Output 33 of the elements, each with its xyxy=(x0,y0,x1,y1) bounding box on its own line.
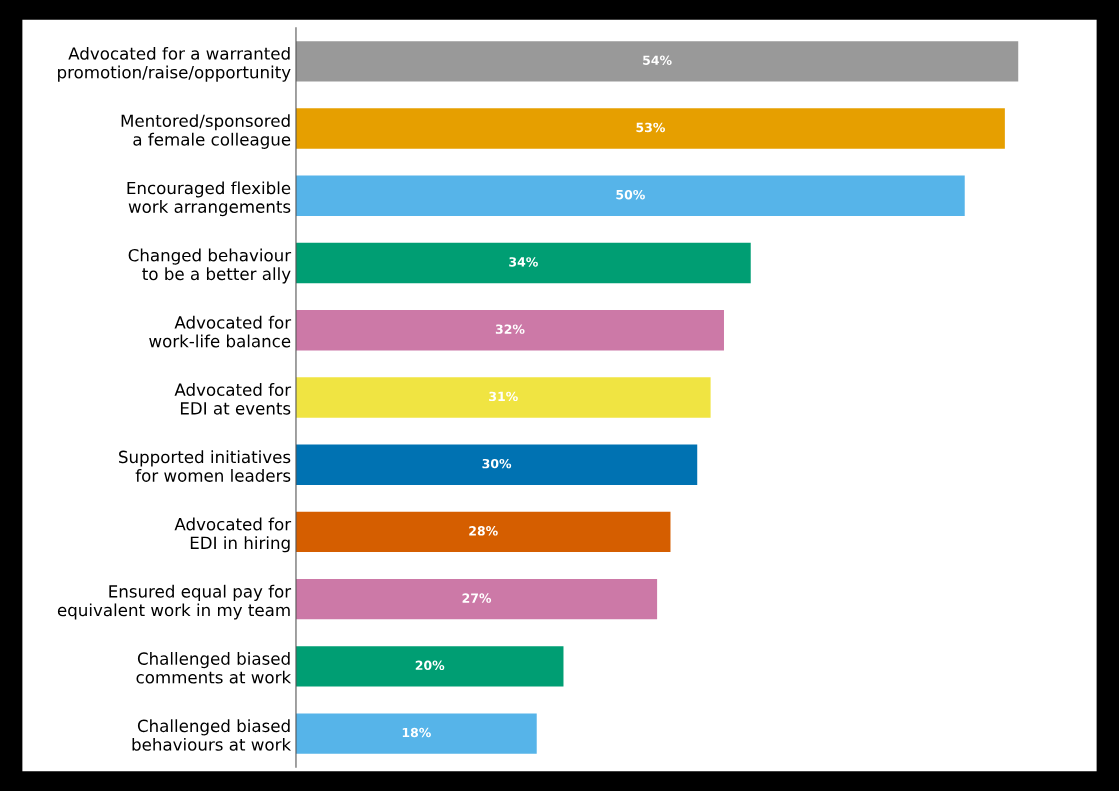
y-tick-label: Advocated for a warranted promotion/raise/opportunity xyxy=(58,46,291,82)
y-tick-label: Advocated for EDI in hiring xyxy=(174,517,292,553)
bar xyxy=(295,646,564,687)
bar xyxy=(295,310,724,351)
y-tick-label: Encouraged flexible work arrangements xyxy=(127,181,291,217)
bar xyxy=(295,41,1019,82)
data-label: 54% xyxy=(643,55,672,65)
data-label: 53% xyxy=(636,122,665,133)
y-tick-label: Changed behaviour to be a better ally xyxy=(128,248,292,284)
y-tick-label: Ensured equal pay for equivalent work in my team xyxy=(57,584,292,620)
bar xyxy=(295,242,751,284)
bar xyxy=(295,511,671,553)
data-label: 27% xyxy=(462,593,492,603)
y-tick-label: Challenged biased behaviours at work xyxy=(132,719,292,751)
data-label: 20% xyxy=(415,660,445,671)
bar xyxy=(295,579,658,620)
bar xyxy=(295,444,698,485)
y-tick-label: Mentored/sponsored a female colleague xyxy=(121,114,291,149)
data-label: 31% xyxy=(489,391,518,402)
data-label: 28% xyxy=(469,526,498,536)
bar xyxy=(295,175,965,216)
bar xyxy=(295,713,537,754)
data-label: 50% xyxy=(616,189,645,200)
bar xyxy=(295,377,711,418)
data-label: 30% xyxy=(482,458,512,469)
data-label: 34% xyxy=(509,257,538,267)
y-tick-label: Supported initiatives for women leaders xyxy=(119,450,291,482)
data-label: 18% xyxy=(402,727,431,738)
data-label: 32% xyxy=(495,324,525,334)
bar xyxy=(295,108,1005,149)
y-tick-label: Advocated for work-life balance xyxy=(149,315,292,348)
y-tick-label: Challenged biased comments at work xyxy=(136,652,292,684)
y-tick-label: Advocated for EDI at events xyxy=(174,383,292,415)
